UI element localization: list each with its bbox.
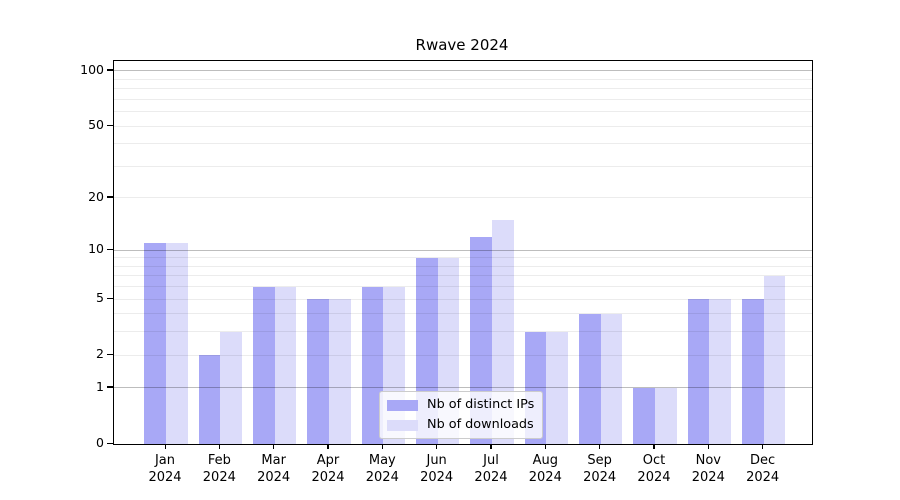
bar-downloads-jan [166, 243, 188, 444]
x-tick-mark [273, 444, 275, 449]
y-tick-mark [107, 442, 113, 444]
y-tick-label: 50 [88, 117, 104, 133]
x-tick-mark [762, 444, 764, 449]
y-tick-mark [107, 353, 113, 355]
y-tick-label: 10 [88, 241, 104, 257]
x-tick-label-nov: Nov 2024 [691, 453, 725, 485]
x-tick-mark [653, 444, 655, 449]
legend-entry-downloads: Nb of downloads [387, 417, 534, 433]
x-tick-mark [218, 444, 221, 449]
x-tick-label-feb: Feb 2024 [202, 453, 236, 485]
bar-downloads-nov [709, 299, 731, 444]
x-tick-mark [436, 444, 438, 449]
legend-swatch [387, 419, 418, 431]
bar-downloads-oct [654, 387, 677, 444]
chart-title: Rwave 2024 [415, 36, 509, 54]
bar-downloads-sep [600, 313, 623, 444]
bar-ips-nov [687, 299, 710, 444]
legend: Nb of distinct IPs Nb of downloads [379, 391, 544, 439]
x-tick-label-may: May 2024 [365, 453, 399, 485]
y-tick-mark [107, 248, 113, 250]
bar-ips-may [361, 286, 384, 444]
x-tick-mark [599, 444, 601, 449]
legend-swatch [387, 399, 418, 411]
bar-ips-sep [578, 313, 601, 444]
bar-ips-apr [307, 299, 329, 444]
y-tick-mark [107, 124, 113, 126]
x-tick-label-sep: Sep 2024 [583, 453, 617, 485]
x-tick-label-jan: Jan 2024 [148, 453, 182, 485]
x-tick-label-apr: Apr 2024 [311, 453, 345, 485]
bar-ips-mar [252, 286, 275, 444]
legend-entry-distinct-ips: Nb of distinct IPs [387, 397, 534, 413]
bar-downloads-apr [328, 299, 351, 444]
bar-downloads-jul [491, 219, 514, 444]
y-tick-label: 100 [80, 61, 104, 77]
x-tick-label-oct: Oct 2024 [637, 453, 671, 485]
bar-downloads-dec [763, 275, 786, 444]
y-tick-label: 0 [96, 435, 104, 450]
x-tick-label-dec: Dec 2024 [746, 453, 780, 485]
bar-downloads-aug [546, 331, 568, 444]
x-tick-mark [544, 444, 546, 449]
bar-downloads-mar [274, 286, 297, 444]
x-tick-mark [490, 444, 492, 449]
x-tick-mark [381, 444, 383, 449]
y-tick-label: 5 [96, 290, 104, 306]
legend-label: Nb of downloads [427, 417, 534, 432]
y-tick-mark [107, 69, 113, 71]
x-tick-label-jun: Jun 2024 [420, 453, 454, 485]
x-tick-label-mar: Mar 2024 [257, 453, 291, 485]
bar-downloads-feb [220, 331, 243, 444]
y-tick-mark [107, 386, 113, 388]
x-tick-mark [327, 444, 329, 449]
bar-ips-jan [144, 243, 166, 444]
y-tick-label: 20 [88, 188, 104, 204]
x-tick-mark [164, 444, 166, 449]
x-tick-label-jul: Jul 2024 [474, 453, 508, 485]
legend-label: Nb of distinct IPs [427, 397, 535, 412]
plot-area [113, 60, 813, 445]
y-tick-mark [107, 297, 113, 299]
x-tick-mark [707, 444, 709, 449]
y-tick-mark [107, 196, 113, 198]
bar-ips-dec [741, 299, 764, 444]
bar-ips-oct [633, 387, 655, 444]
y-tick-label: 1 [96, 378, 104, 394]
x-tick-label-aug: Aug 2024 [528, 453, 562, 485]
bars-layer [114, 61, 812, 444]
bar-ips-feb [198, 355, 221, 444]
y-tick-label: 2 [96, 346, 104, 362]
